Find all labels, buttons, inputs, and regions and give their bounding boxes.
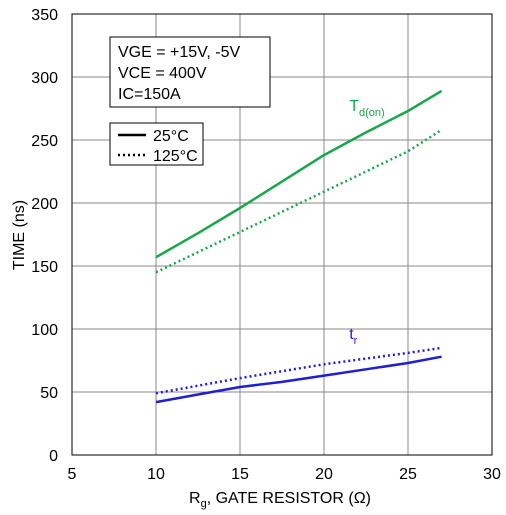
y-tick-label: 50 — [40, 385, 58, 402]
condition-vge: VGE = +15V, -5V — [118, 44, 240, 61]
x-tick-label: 25 — [399, 466, 417, 483]
series-labels: Td(on) tr — [349, 98, 384, 347]
condition-vce: VCE = 400V — [118, 65, 207, 82]
series-line-tdon-125c — [155, 128, 443, 274]
x-tick-label: 15 — [231, 466, 249, 483]
legend-label-25c: 25°C — [153, 128, 189, 145]
legend-label-125c: 125°C — [153, 148, 198, 165]
y-tick-label: 100 — [31, 322, 58, 339]
series-line-tr-125c — [155, 346, 442, 395]
x-axis-title: Rg, GATE RESISTOR (Ω) — [189, 490, 371, 510]
y-tick-label: 250 — [31, 133, 58, 150]
x-tick-label: 5 — [68, 466, 77, 483]
series-label: Td(on) — [349, 98, 384, 119]
legend: 25°C 125°C — [109, 122, 204, 166]
series-lines — [155, 89, 443, 404]
y-axis-title: TIME (ns) — [11, 200, 28, 270]
y-tick-label: 0 — [49, 448, 58, 465]
series-label: tr — [349, 326, 357, 347]
y-tick-label: 350 — [31, 7, 58, 24]
x-tick-label: 30 — [483, 466, 501, 483]
y-tick-label: 200 — [31, 196, 58, 213]
condition-ic: IC=150A — [118, 86, 181, 103]
x-tick-label: 10 — [147, 466, 165, 483]
series-line-tr-25c — [155, 355, 442, 404]
y-tick-label: 300 — [31, 70, 58, 87]
series-line-tdon-25c — [155, 89, 443, 259]
plot-frame — [71, 13, 493, 456]
y-tick-label: 150 — [31, 259, 58, 276]
x-tick-label: 20 — [315, 466, 333, 483]
conditions-box: VGE = +15V, -5V VCE = 400V IC=150A — [109, 36, 271, 108]
